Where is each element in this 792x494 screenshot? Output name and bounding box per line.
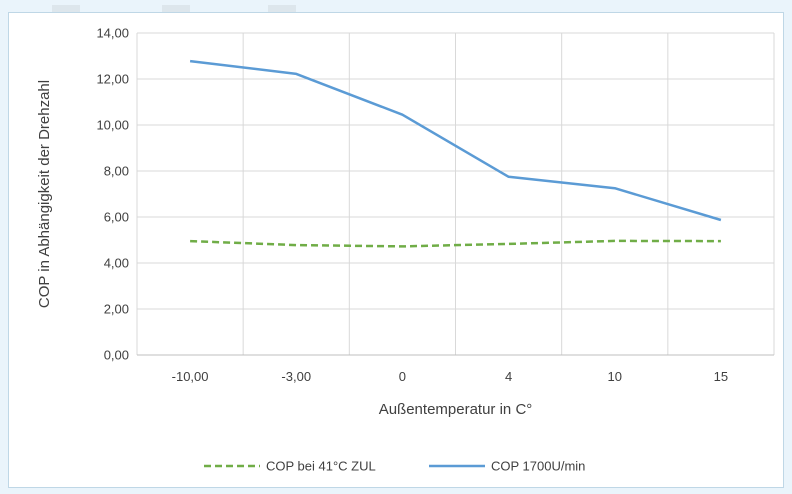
legend-label: COP 1700U/min [491, 459, 585, 474]
legend: COP bei 41°C ZUL COP 1700U/min [204, 459, 585, 474]
x-tick-label: 15 [714, 369, 728, 384]
x-axis-title: Außentemperatur in C° [379, 401, 533, 418]
y-tick-label: 10,00 [96, 118, 129, 133]
y-tick-label: 0,00 [104, 348, 129, 363]
y-tick-label: 6,00 [104, 210, 129, 225]
y-tick-labels: 0,00 2,00 4,00 6,00 8,00 10,00 12,00 14,00 [96, 26, 129, 363]
y-tick-label: 12,00 [96, 72, 129, 87]
series-layer [189, 59, 722, 248]
y-tick-label: 2,00 [104, 302, 129, 317]
x-tick-label: -3,00 [281, 369, 311, 384]
y-tick-label: 8,00 [104, 164, 129, 179]
decorative-tab [268, 5, 296, 12]
y-tick-label: 14,00 [96, 26, 129, 41]
series-line [190, 239, 721, 248]
grid-layer [136, 32, 775, 356]
legend-item: COP 1700U/min [429, 459, 585, 474]
y-tick-label: 4,00 [104, 256, 129, 271]
legend-item: COP bei 41°C ZUL [204, 459, 376, 474]
x-tick-label: 4 [505, 369, 512, 384]
legend-label: COP bei 41°C ZUL [266, 459, 376, 474]
x-tick-label: 10 [608, 369, 622, 384]
y-axis-title: COP in Abhängigkeit der Drehzahl [36, 80, 53, 308]
x-tick-label: -10,00 [172, 369, 209, 384]
x-tick-labels: -10,00 -3,00 0 4 10 15 [172, 369, 729, 384]
decorative-tab [162, 5, 190, 12]
series-line [189, 59, 722, 222]
decorative-tab [52, 5, 80, 12]
line-chart: 0,00 2,00 4,00 6,00 8,00 10,00 12,00 14,00 -10,… [36, 26, 775, 474]
chart-frame: 0,00 2,00 4,00 6,00 8,00 10,00 12,00 14,00 -10,… [8, 12, 784, 488]
x-tick-label: 0 [399, 369, 406, 384]
